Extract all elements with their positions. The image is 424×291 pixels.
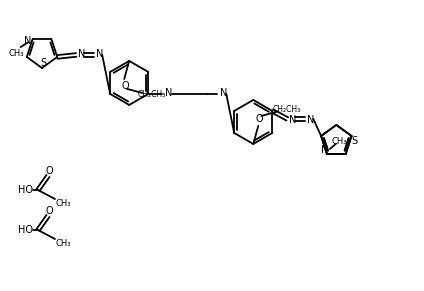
Text: N: N	[165, 88, 172, 98]
Text: O: O	[45, 206, 53, 216]
Text: CH₂CH₃: CH₂CH₃	[138, 91, 166, 100]
Text: S: S	[351, 136, 357, 146]
Text: S: S	[40, 58, 46, 68]
Text: N: N	[289, 115, 296, 125]
Text: CH₃: CH₃	[55, 200, 71, 208]
Text: HO: HO	[18, 185, 33, 195]
Text: N: N	[24, 36, 31, 46]
Text: HO: HO	[18, 225, 33, 235]
Text: O: O	[45, 166, 53, 176]
Text: N: N	[78, 49, 85, 59]
Text: CH₂CH₃: CH₂CH₃	[272, 105, 300, 114]
Text: N: N	[220, 88, 227, 98]
Text: N: N	[321, 145, 329, 155]
Text: CH₃: CH₃	[331, 137, 347, 146]
Text: O: O	[121, 81, 129, 91]
Text: O: O	[255, 114, 263, 124]
Text: N: N	[95, 49, 103, 59]
Text: CH₃: CH₃	[9, 49, 24, 58]
Text: N: N	[307, 115, 314, 125]
Text: CH₃: CH₃	[55, 239, 71, 249]
